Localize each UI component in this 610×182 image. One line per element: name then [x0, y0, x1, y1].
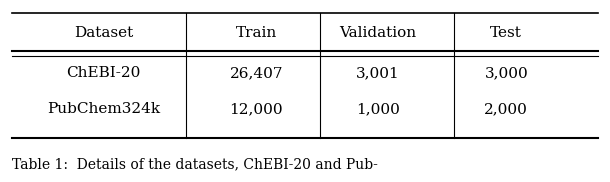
- Text: Dataset: Dataset: [74, 26, 134, 40]
- Text: 2,000: 2,000: [484, 102, 528, 116]
- Text: Table 1:  Details of the datasets, ChEBI-20 and Pub-: Table 1: Details of the datasets, ChEBI-…: [12, 157, 378, 171]
- Text: Test: Test: [490, 26, 522, 40]
- Text: Validation: Validation: [340, 26, 417, 40]
- Text: 3,001: 3,001: [356, 66, 400, 80]
- Text: 12,000: 12,000: [229, 102, 283, 116]
- Text: ChEBI-20: ChEBI-20: [66, 66, 141, 80]
- Text: Train: Train: [235, 26, 277, 40]
- Text: PubChem324k: PubChem324k: [47, 102, 160, 116]
- Text: 3,000: 3,000: [484, 66, 528, 80]
- Text: 1,000: 1,000: [356, 102, 400, 116]
- Text: 26,407: 26,407: [229, 66, 283, 80]
